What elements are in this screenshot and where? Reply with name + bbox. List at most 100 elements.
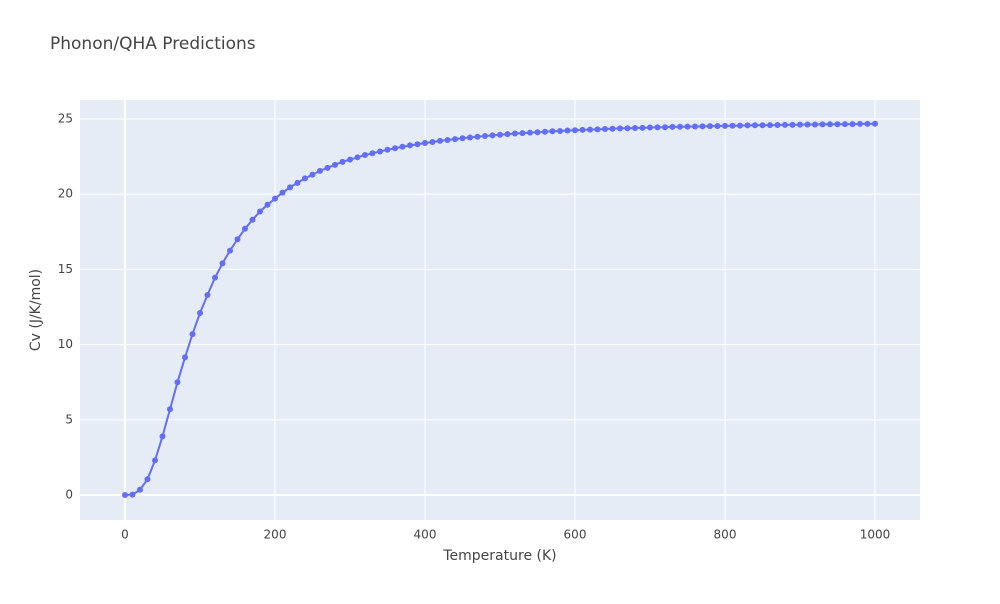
data-point: [234, 236, 241, 243]
data-point: [654, 124, 661, 131]
data-point: [324, 164, 331, 171]
data-point: [452, 136, 458, 143]
data-point: [309, 171, 316, 178]
x-tick-label: 1000: [860, 528, 891, 542]
data-point: [444, 137, 451, 144]
data-point: [407, 142, 413, 149]
data-point: [624, 125, 631, 132]
data-point: [152, 457, 158, 464]
data-point: [489, 132, 496, 139]
data-point: [594, 126, 601, 133]
data-point: [774, 121, 781, 128]
data-point: [737, 122, 743, 129]
data-point: [422, 140, 428, 147]
data-point: [399, 143, 406, 150]
data-point: [317, 167, 323, 174]
data-point: [287, 184, 293, 191]
data-point: [497, 131, 503, 138]
data-point: [474, 133, 481, 140]
data-point: [714, 123, 721, 130]
data-point: [459, 135, 466, 142]
data-point: [564, 127, 571, 134]
data-point: [347, 156, 353, 163]
data-point: [137, 486, 143, 493]
data-point: [242, 225, 248, 232]
data-point: [587, 126, 593, 133]
data-point: [639, 124, 646, 131]
data-point: [332, 161, 338, 168]
data-point: [384, 146, 391, 153]
data-point: [227, 247, 233, 254]
data-point: [722, 122, 728, 129]
data-point: [467, 134, 473, 141]
x-tick-label: 600: [564, 528, 587, 542]
data-point: [662, 124, 668, 131]
data-point: [804, 121, 811, 128]
data-point: [812, 121, 818, 128]
data-point: [677, 123, 683, 130]
data-point: [159, 433, 166, 440]
x-tick-label: 400: [414, 528, 437, 542]
data-point: [429, 138, 436, 145]
data-point: [632, 124, 638, 131]
y-tick-label: 5: [65, 412, 73, 426]
data-point: [752, 122, 758, 129]
data-point: [797, 121, 803, 128]
data-point: [579, 126, 586, 133]
data-point: [542, 128, 548, 135]
y-tick-label: 20: [58, 187, 73, 201]
data-point: [834, 121, 841, 128]
data-point: [129, 491, 136, 498]
data-point: [557, 127, 563, 134]
x-tick-label: 200: [264, 528, 287, 542]
data-point: [264, 201, 271, 208]
data-point: [302, 175, 308, 182]
data-point: [849, 121, 856, 128]
data-point: [669, 123, 676, 130]
data-point: [842, 121, 848, 128]
data-point: [437, 137, 443, 144]
y-tick-label: 10: [58, 337, 73, 351]
y-tick-label: 0: [65, 488, 73, 502]
data-point: [122, 492, 128, 499]
y-axis-title: Cv (J/K/mol): [28, 269, 44, 351]
data-point: [602, 126, 608, 133]
data-point: [339, 158, 346, 165]
data-point: [617, 125, 623, 132]
data-point: [249, 216, 256, 223]
data-point: [504, 131, 511, 138]
data-point: [729, 122, 736, 129]
data-point: [197, 310, 203, 317]
data-point: [369, 150, 376, 157]
data-point: [144, 476, 151, 483]
data-point: [512, 130, 518, 137]
data-point: [534, 129, 541, 136]
data-point: [279, 189, 286, 196]
data-point: [692, 123, 698, 130]
data-point: [212, 274, 218, 281]
data-point: [819, 121, 826, 128]
data-point: [204, 291, 211, 298]
data-point: [549, 128, 556, 135]
data-point: [782, 121, 788, 128]
chart-title: Phonon/QHA Predictions: [50, 34, 256, 54]
data-point: [609, 125, 616, 132]
data-point: [647, 124, 653, 131]
data-point: [354, 154, 361, 161]
data-point: [362, 152, 368, 159]
data-point: [272, 195, 278, 202]
data-point: [684, 123, 691, 130]
plot-area: [80, 100, 920, 520]
data-point: [294, 179, 301, 186]
data-point: [182, 354, 188, 361]
data-point: [699, 123, 706, 130]
data-point: [392, 145, 398, 152]
data-point: [414, 141, 421, 148]
data-point: [377, 148, 383, 155]
data-point: [519, 130, 526, 137]
data-point: [827, 121, 833, 128]
data-point: [257, 208, 263, 215]
y-tick-label: 25: [58, 111, 73, 125]
data-point: [767, 122, 773, 129]
